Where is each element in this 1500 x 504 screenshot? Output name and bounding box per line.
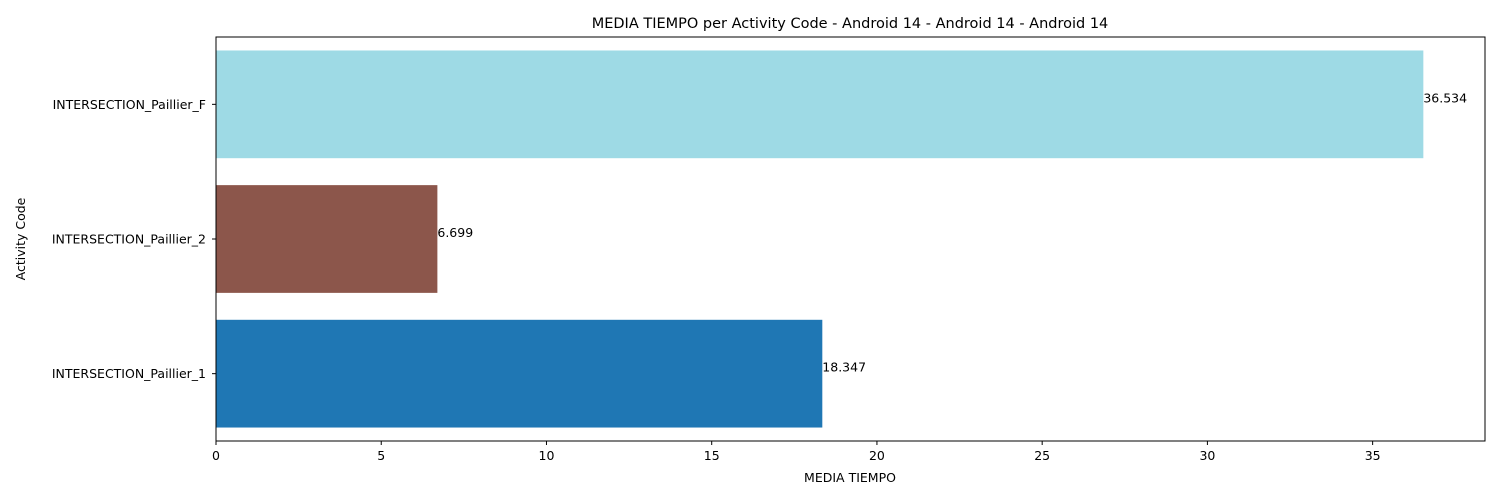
- y-axis: INTERSECTION_Paillier_1 INTERSECTION_Pail…: [52, 97, 216, 381]
- value-label: 6.699: [437, 225, 473, 240]
- value-label: 36.534: [1423, 90, 1467, 105]
- x-tick-label: 20: [869, 448, 885, 463]
- x-axis: 0 5 10 15 20 25 30 35: [212, 441, 1381, 463]
- value-labels-layer: 18.347 6.699 36.534: [437, 90, 1467, 374]
- y-tick-label: INTERSECTION_Paillier_2: [52, 232, 206, 247]
- chart-title: MEDIA TIEMPO per Activity Code - Android…: [592, 16, 1109, 32]
- x-tick-label: 0: [212, 448, 220, 463]
- x-tick-label: 35: [1365, 448, 1381, 463]
- x-tick-label: 15: [704, 448, 720, 463]
- y-axis-label: Activity Code: [13, 197, 28, 280]
- x-axis-label: MEDIA TIEMPO: [804, 470, 896, 485]
- bars-layer: [216, 50, 1424, 428]
- y-tick-label: INTERSECTION_Paillier_1: [52, 366, 206, 381]
- bar-intersection-paillier-f: [216, 50, 1424, 159]
- value-label: 18.347: [822, 360, 866, 375]
- y-tick-label: INTERSECTION_Paillier_F: [53, 97, 206, 112]
- bar-intersection-paillier-2: [216, 185, 438, 293]
- x-tick-label: 5: [377, 448, 385, 463]
- x-tick-label: 25: [1034, 448, 1050, 463]
- bar-intersection-paillier-1: [216, 319, 823, 428]
- x-tick-label: 30: [1199, 448, 1215, 463]
- x-tick-label: 10: [539, 448, 555, 463]
